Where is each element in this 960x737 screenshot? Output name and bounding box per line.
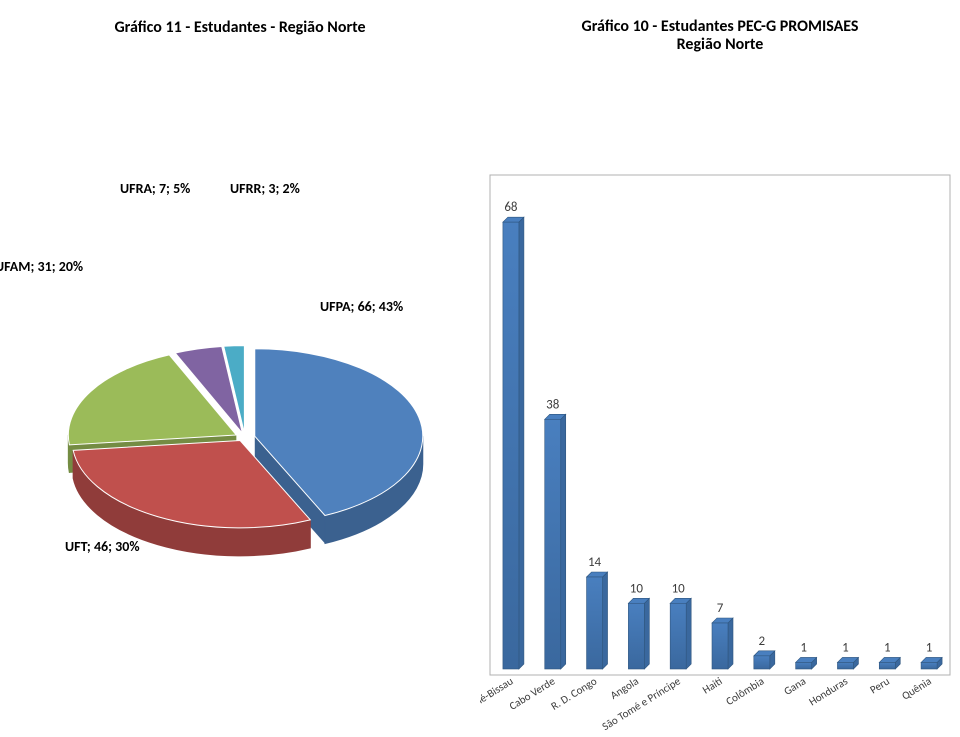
bar — [712, 623, 728, 669]
bar-side — [561, 414, 566, 669]
bar-value-label: 7 — [717, 601, 724, 616]
bar-title-line1: Gráfico 10 - Estudantes PEC-G PROMISAES — [582, 17, 859, 36]
bar-side — [644, 598, 649, 669]
bar-value-label: 14 — [588, 555, 602, 570]
bar-value-label: 10 — [672, 581, 686, 596]
bar-category-label: Angola — [608, 674, 641, 701]
bar-category-label: Cabo Verde — [507, 674, 558, 712]
bar-category-label: R. D. Congo — [549, 674, 600, 712]
bar — [628, 603, 644, 669]
pie-title: Gráfico 11 - Estudantes - Região Norte — [0, 0, 480, 37]
bar — [921, 662, 937, 669]
bar-value-label: 10 — [630, 581, 644, 596]
bar-chart: 68 Guiné-Bissau 38 Cabo Verde 14 R. D. Congo 1… — [480, 55, 960, 735]
bar-panel: Gráfico 10 - Estudantes PEC-G PROMISAES … — [480, 0, 960, 720]
bar — [545, 419, 561, 669]
bar — [754, 656, 770, 669]
pie-chart — [0, 37, 480, 737]
bar-category-label: Quênia — [899, 674, 933, 702]
bar-side — [519, 217, 524, 669]
pie-slice-label: UFPA; 66; 43% — [320, 298, 403, 315]
pie-panel: Gráfico 11 - Estudantes - Região Norte U… — [0, 0, 480, 720]
bar — [670, 603, 686, 669]
bar-value-label: 1 — [926, 640, 933, 655]
bar-category-label: Guiné-Bissau — [480, 674, 516, 716]
pie-title-text: Gráfico 11 - Estudantes - Região Norte — [114, 18, 365, 37]
bar-value-label: 2 — [759, 634, 766, 649]
bar-category-label: Honduras — [807, 674, 851, 708]
bar-category-label: Colômbia — [724, 674, 767, 707]
bar-value-label: 68 — [504, 200, 518, 215]
bar — [587, 577, 603, 669]
bar — [837, 662, 853, 669]
pie-slice-label: UFT; 46; 30% — [65, 538, 140, 555]
bar-category-label: Peru — [868, 674, 893, 696]
bar-side — [603, 572, 608, 669]
bar — [503, 222, 519, 669]
pie-slice-label: UFRA; 7; 5% — [120, 180, 190, 197]
bar-value-label: 1 — [800, 640, 807, 655]
bar-value-label: 38 — [546, 397, 560, 412]
bar-title: Gráfico 10 - Estudantes PEC-G PROMISAES … — [480, 0, 960, 55]
bar-category-label: São Tomé e Príncipe — [600, 674, 683, 733]
pie-slice-label: UFRR; 3; 2% — [230, 180, 300, 197]
bar-side — [728, 618, 733, 669]
bar-value-label: 1 — [842, 640, 849, 655]
bar-category-label: Haiti — [700, 674, 725, 696]
bar-side — [686, 598, 691, 669]
bar — [796, 662, 812, 669]
bar — [879, 662, 895, 669]
bar-title-line2: Região Norte — [677, 35, 764, 54]
bar-category-label: Gana — [782, 674, 809, 697]
bar-value-label: 1 — [884, 640, 891, 655]
pie-slice-label: UFAM; 31; 20% — [0, 258, 83, 275]
